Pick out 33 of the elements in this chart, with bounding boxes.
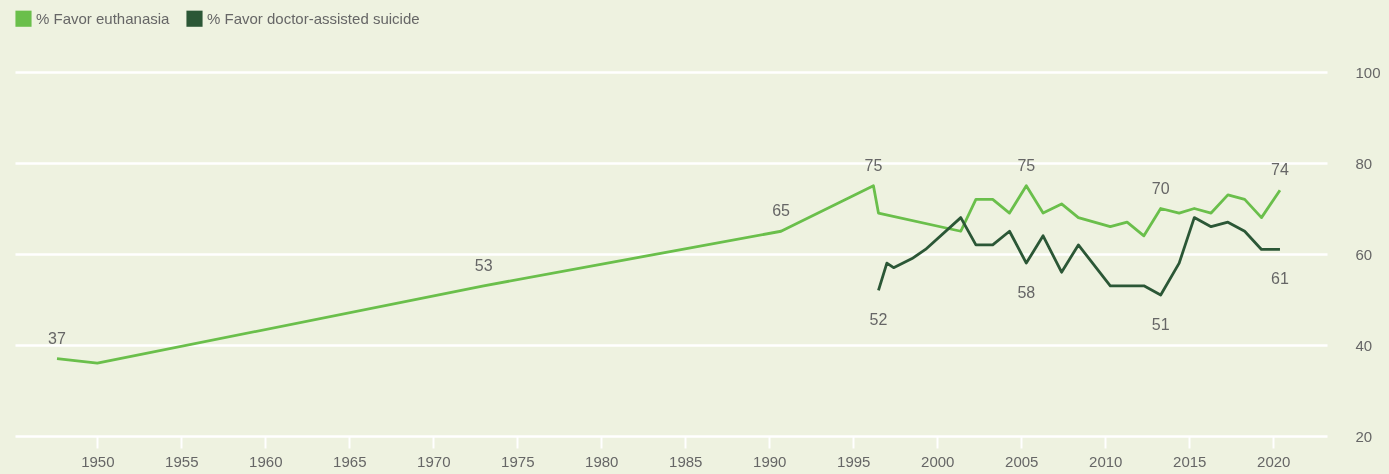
x-tick-label: 2020 <box>1257 452 1291 470</box>
data-label: 75 <box>1017 156 1036 174</box>
y-tick-label: 60 <box>1355 245 1373 263</box>
legend-label: % Favor euthanasia <box>36 9 171 27</box>
legend-label: % Favor doctor-assisted suicide <box>207 9 420 27</box>
x-tick-label: 1995 <box>837 452 871 470</box>
y-tick-label: 100 <box>1355 63 1381 81</box>
data-label: 51 <box>1151 315 1170 333</box>
y-tick-label: 40 <box>1355 336 1373 354</box>
x-tick-label: 1970 <box>417 452 451 470</box>
data-label: 65 <box>772 202 791 220</box>
x-tick-label: 1955 <box>165 452 199 470</box>
x-tick-label: 1965 <box>333 452 367 470</box>
x-tick-label: 1960 <box>249 452 283 470</box>
x-tick-label: 2015 <box>1173 452 1207 470</box>
y-tick-label: 20 <box>1355 427 1373 445</box>
x-tick-label: 1980 <box>585 452 619 470</box>
data-label: 75 <box>864 156 883 174</box>
x-tick-label: 2005 <box>1005 452 1039 470</box>
data-label: 74 <box>1271 161 1289 179</box>
x-tick-label: 1985 <box>669 452 703 470</box>
data-label: 52 <box>869 311 888 329</box>
x-tick-label: 2000 <box>921 452 955 470</box>
x-tick-label: 2010 <box>1089 452 1123 470</box>
x-tick-label: 1950 <box>81 452 115 470</box>
data-label: 70 <box>1151 179 1170 197</box>
data-label: 58 <box>1017 284 1036 302</box>
data-label: 53 <box>474 256 493 274</box>
x-tick-label: 1975 <box>501 452 535 470</box>
y-tick-label: 80 <box>1355 154 1373 172</box>
x-tick-label: 1990 <box>753 452 787 470</box>
data-label: 37 <box>48 329 66 347</box>
data-label: 61 <box>1271 270 1289 288</box>
